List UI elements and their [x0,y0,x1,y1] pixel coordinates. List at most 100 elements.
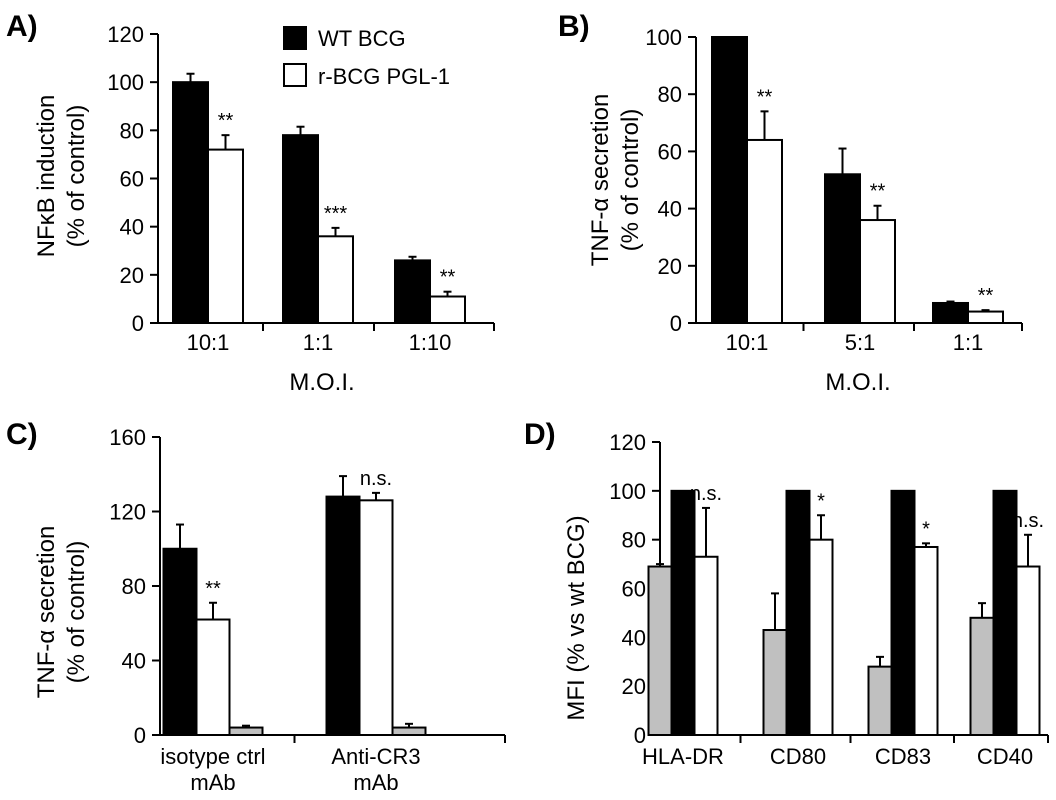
panel-a-category-label-1-10: 1:10 [409,330,452,355]
legend-swatch-wt-bcg [283,26,307,50]
panel-d-bar-cd83-series-2 [890,489,916,737]
panel-d-ytick-label-60: 60 [622,577,646,602]
panel-d-ytick-label-120: 120 [609,430,646,455]
panel-c-bar-isotype-ctrl-mab-series-3 [228,726,264,736]
panel-a-ytick-label-120: 120 [107,22,144,47]
panel-b-ytick-label-20: 20 [658,254,682,279]
panel-b-ytick-label-80: 80 [658,82,682,107]
panel-a-annotation-significance-0: ** [218,110,234,132]
panel-a-bar-10-1-wt-bcg [172,81,209,324]
panel-c-bar-anti-cr3-mab-series-2 [358,499,394,737]
panel-a-bar-1-10-wt-bcg [394,259,431,324]
panel-d-category-label-cd40: CD40 [977,744,1033,769]
panel-b-ytick-label-0: 0 [670,311,682,336]
panel-c-category-label-anti-cr3-mab-line2: mAb [353,770,398,795]
panel-c-category-label-isotype-ctrl-mab-line2: mAb [190,770,235,795]
legend-swatch-r-bcg-pgl-1 [283,63,307,87]
panel-d-bar-hla-dr-series-1 [647,565,673,737]
panel-a-ytick-label-80: 80 [120,118,144,143]
panel-a-annotation-significance-2: ** [440,267,456,289]
panel-b-bar-5-1-wt-bcg [824,173,861,324]
panel-a-ytick-label-0: 0 [132,311,144,336]
panel-a-bar-1-1-wt-bcg [282,134,319,324]
panel-c: C) TNF-α secretion (% of control) 0 40 80 1… [6,418,506,795]
panel-b-annotation-significance-2: ** [978,285,994,307]
panel-c-ytick-label-0: 0 [134,723,146,748]
panel-a-ytick-label-40: 40 [120,215,144,240]
panel-d-category-label-cd80: CD80 [770,744,826,769]
panel-a-ytick-label-100: 100 [107,70,144,95]
panel-b: B) TNF-α secretion (% of control) M.O.I.… [558,10,1023,396]
panel-d-annotation-significance-1: * [817,490,825,512]
panel-b-annotation-significance-1: ** [870,181,886,203]
panel-b-category-label-1-1: 1:1 [953,330,984,355]
panel-c-category-label-isotype-ctrl-mab-line1: isotype ctrl [160,744,265,769]
panel-d-bar-cd40-series-1 [969,616,995,736]
panel-a-ytick-label-60: 60 [120,167,144,192]
panel-d-bar-cd83-series-3 [913,545,939,736]
panel-a-category-label-10-1: 10:1 [187,330,230,355]
panel-b-category-label-10-1: 10:1 [726,330,769,355]
panel-d-category-label-hla-dr: HLA-DR [642,744,724,769]
panel-c-annotation-significance-0: ** [205,578,221,600]
panel-c-bar-isotype-ctrl-mab-series-2 [195,618,231,737]
panel-b-ylabel-line2: (% of control) [617,109,644,252]
panel-b-bar-5-1-r-bcg-pgl-1 [859,219,896,324]
panel-d-category-label-cd83: CD83 [875,744,931,769]
panel-b-xlabel: M.O.I. [825,369,890,396]
panel-c-ylabel-line1: TNF-α secretion [33,526,60,699]
panel-a-ylabel-line1: NFκB induction [33,95,60,258]
panel-c-ylabel-line2: (% of control) [63,541,90,684]
panel-c-ytick-label-120: 120 [109,500,146,525]
panel-a-ytick-label-20: 20 [120,263,144,288]
panel-d-ytick-label-100: 100 [609,479,646,504]
panel-d-annotation-significance-2: * [922,518,930,540]
panel-c-ytick-label-80: 80 [122,574,146,599]
panel-c-ytick-label-160: 160 [109,425,146,450]
panel-a-bar-10-1-r-bcg-pgl-1 [207,148,244,324]
panel-d-bar-cd40-series-3 [1015,565,1041,737]
panel-d-bar-cd80-series-1 [762,629,788,737]
panel-c-bar-anti-cr3-mab-series-3 [391,726,427,736]
panel-b-category-label-5-1: 5:1 [845,330,876,355]
panel-a-annotation-significance-1: *** [324,203,348,225]
panel-c-bar-isotype-ctrl-mab-series-1 [162,547,198,736]
panel-d-bar-cd80-series-3 [808,538,834,737]
panel-b-bar-1-1-wt-bcg [932,301,969,325]
panel-b-ytick-label-100: 100 [645,25,682,50]
panel-b-ylabel-line1: TNF-α secretion [587,94,614,267]
panel-c-annotation-ns-1: n.s. [360,468,392,490]
legend-label-r-bcg-pgl-1: r-BCG PGL-1 [318,64,450,89]
panel-d-ytick-label-40: 40 [622,625,646,650]
panel-c-category-label-anti-cr3-mab-line1: Anti-CR3 [331,744,420,769]
panel-d-annotation-ns-0: n.s. [690,483,722,505]
panel-d-letter: D) [524,418,556,451]
panel-a-legend: WT BCG r-BCG PGL-1 [283,26,450,89]
panel-b-bar-1-1-r-bcg-pgl-1 [967,310,1004,324]
panel-c-ytick-label-40: 40 [122,649,146,674]
panel-d-ytick-label-0: 0 [634,723,646,748]
panel-c-bar-anti-cr3-mab-series-1 [325,495,361,736]
panel-d-bar-hla-dr-series-2 [670,489,696,737]
panel-b-bar-10-1-wt-bcg [711,36,748,324]
panel-b-annotation-significance-0: ** [757,86,773,108]
panel-b-bar-10-1-r-bcg-pgl-1 [746,138,783,324]
panel-d-ytick-label-80: 80 [622,528,646,553]
panel-a-bar-1-10-r-bcg-pgl-1 [429,295,466,324]
panel-c-letter: C) [6,418,38,451]
panel-d-ytick-label-20: 20 [622,674,646,699]
panel-b-ytick-label-60: 60 [658,139,682,164]
panel-b-ytick-label-40: 40 [658,197,682,222]
panel-d: D) MFI (% vs wt BCG) 0 20 40 60 80 100 120 HLA-… [524,418,1049,769]
panel-b-letter: B) [558,10,590,43]
legend-label-wt-bcg: WT BCG [318,26,406,51]
panel-d-ylabel: MFI (% vs wt BCG) [563,515,590,720]
panel-d-bar-cd80-series-2 [785,489,811,737]
panel-d-bar-hla-dr-series-3 [693,555,719,737]
panel-a-letter: A) [6,10,38,43]
panel-d-annotation-ns-3: n.s. [1012,510,1044,532]
panel-a-bar-1-1-r-bcg-pgl-1 [317,235,354,324]
panel-a-xlabel: M.O.I. [289,369,354,396]
panel-a-category-label-1-1: 1:1 [303,330,334,355]
